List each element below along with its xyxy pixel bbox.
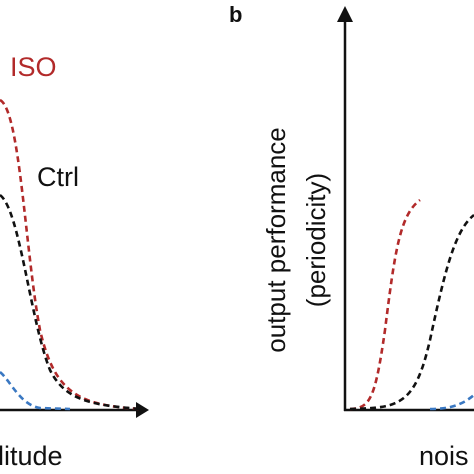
panel-letter: b (229, 2, 242, 27)
y-axis-label: output performance (261, 127, 291, 352)
ctrl-label: Ctrl (37, 162, 79, 192)
panel-b: b output performance (periodicity) nois (229, 2, 474, 471)
y-axis-arrow (337, 6, 353, 22)
blue-curve (0, 370, 71, 411)
panel-a: ISO Ctrl litude (0, 52, 149, 471)
iso-label: ISO (10, 52, 57, 82)
iso-curve (349, 198, 421, 411)
y-axis-label: (periodicity) (301, 173, 331, 307)
x-axis-label: nois (419, 441, 469, 471)
ctrl-curve (349, 213, 474, 411)
x-axis-arrow (136, 402, 149, 418)
blue-curve (429, 393, 474, 411)
x-axis-label: litude (0, 441, 63, 471)
ctrl-curve (0, 193, 141, 411)
